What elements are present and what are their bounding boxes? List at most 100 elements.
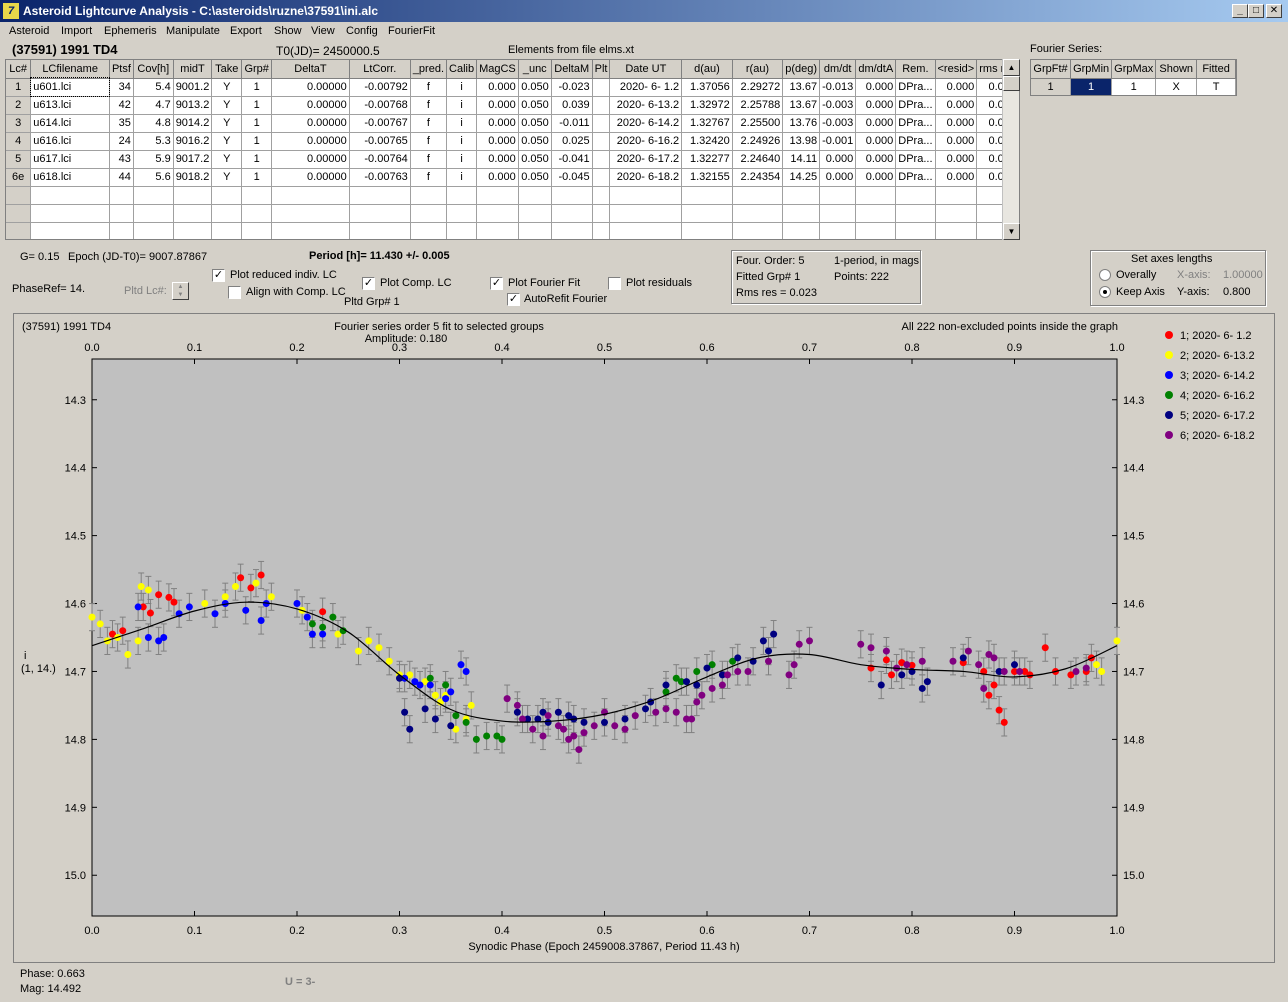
table-cell[interactable] xyxy=(410,204,448,223)
fourier-cell-grpft[interactable]: 1 xyxy=(1031,78,1072,95)
table-cell[interactable] xyxy=(819,204,857,223)
table-cell[interactable]: i xyxy=(446,150,478,169)
table-cell[interactable]: 1 xyxy=(241,96,273,115)
table-cell[interactable] xyxy=(681,204,733,223)
table-cell[interactable] xyxy=(410,222,448,239)
table-cell[interactable]: Y xyxy=(211,168,243,187)
table-cell[interactable] xyxy=(30,204,110,223)
table-cell[interactable]: i xyxy=(446,78,478,97)
table-cell[interactable]: -0.023 xyxy=(551,78,593,97)
row-header-cell[interactable]: 1 xyxy=(6,78,32,97)
table-cell[interactable]: -0.00764 xyxy=(349,150,411,169)
table-cell[interactable] xyxy=(609,204,683,223)
table-cell[interactable]: 1.32420 xyxy=(681,132,733,151)
maximize-button[interactable]: □ xyxy=(1248,4,1264,18)
table-cell[interactable]: 0.000 xyxy=(476,114,519,133)
table-cell[interactable] xyxy=(518,186,552,205)
table-cell[interactable]: u617.lci xyxy=(30,150,110,169)
plot-reduced-checkbox[interactable]: ✓ xyxy=(212,269,225,282)
plot-comp-checkbox[interactable]: ✓ xyxy=(362,277,375,290)
table-cell[interactable]: 5.3 xyxy=(133,132,174,151)
scroll-thumb[interactable] xyxy=(1003,76,1020,91)
lc-col-header[interactable]: DeltaM xyxy=(551,60,593,79)
table-row[interactable] xyxy=(6,186,1019,205)
lc-col-header[interactable]: Take xyxy=(211,60,243,79)
table-cell[interactable]: u601.lci xyxy=(29,77,111,97)
table-cell[interactable]: u614.lci xyxy=(30,114,110,133)
table-cell[interactable]: 0.050 xyxy=(518,132,552,151)
plot-fourier-checkbox[interactable]: ✓ xyxy=(490,277,503,290)
table-cell[interactable] xyxy=(109,186,134,205)
table-row[interactable]: 5 u617.lci 43 5.9 9017.2 Y 1 0.00000 -0.00764 f i 0… xyxy=(6,150,1019,169)
table-cell[interactable] xyxy=(592,132,611,151)
row-header-cell[interactable]: 3 xyxy=(6,114,32,133)
table-cell[interactable]: 42 xyxy=(109,96,134,115)
row-header-cell[interactable]: 2 xyxy=(6,96,32,115)
table-cell[interactable] xyxy=(271,186,350,205)
fourier-cell-grpmax[interactable]: 1 xyxy=(1111,78,1157,95)
table-cell[interactable] xyxy=(271,204,350,223)
table-cell[interactable]: i xyxy=(446,168,478,187)
table-cell[interactable] xyxy=(855,186,897,205)
menu-config[interactable]: Config xyxy=(346,25,378,37)
table-cell[interactable]: 1 xyxy=(241,114,273,133)
table-cell[interactable] xyxy=(446,222,478,239)
table-cell[interactable]: -0.041 xyxy=(551,150,593,169)
table-cell[interactable]: -0.013 xyxy=(819,78,857,97)
table-cell[interactable]: u618.lci xyxy=(30,168,110,187)
table-cell[interactable] xyxy=(935,186,978,205)
table-cell[interactable] xyxy=(782,186,821,205)
table-cell[interactable] xyxy=(173,222,213,239)
table-cell[interactable]: -0.00765 xyxy=(349,132,411,151)
table-cell[interactable]: f xyxy=(410,168,448,187)
table-cell[interactable]: Y xyxy=(211,114,243,133)
menu-import[interactable]: Import xyxy=(61,25,93,37)
lc-col-header[interactable]: MagCS xyxy=(476,60,519,79)
table-scrollbar[interactable]: ▲ ▼ xyxy=(1002,59,1020,240)
table-row[interactable]: 3 u614.lci 35 4.8 9014.2 Y 1 0.00000 -0.00767 f i 0… xyxy=(6,114,1019,133)
table-cell[interactable]: 2.29272 xyxy=(732,78,784,97)
table-cell[interactable] xyxy=(476,222,519,239)
lightcurve-table[interactable]: Lc# LCfilename Ptsf Cov[h] midT Take Grp# Delta… xyxy=(5,59,1020,240)
table-cell[interactable]: 0.00000 xyxy=(271,150,350,169)
table-cell[interactable]: 0.050 xyxy=(518,96,552,115)
table-cell[interactable] xyxy=(551,186,593,205)
table-cell[interactable]: 4.7 xyxy=(133,96,174,115)
table-cell[interactable]: -0.011 xyxy=(551,114,593,133)
table-cell[interactable]: 2020- 6- 1.2 xyxy=(609,78,683,97)
table-cell[interactable]: 0.025 xyxy=(551,132,593,151)
fourier-series-table[interactable]: GrpFt# GrpMin GrpMax Shown Fitted 1 1 1 … xyxy=(1030,59,1237,96)
row-header-cell[interactable] xyxy=(6,222,32,239)
table-cell[interactable]: f xyxy=(410,78,448,97)
table-cell[interactable]: 2020- 6-17.2 xyxy=(609,150,683,169)
table-cell[interactable]: 43 xyxy=(109,150,134,169)
table-cell[interactable]: 2020- 6-13.2 xyxy=(609,96,683,115)
table-cell[interactable]: 1.32972 xyxy=(681,96,733,115)
menu-manipulate[interactable]: Manipulate xyxy=(166,25,220,37)
plot-residuals-checkbox[interactable] xyxy=(608,277,621,290)
lc-col-header[interactable]: d(au) xyxy=(681,60,733,79)
table-row[interactable]: 4 u616.lci 24 5.3 9016.2 Y 1 0.00000 -0.00765 f i 0… xyxy=(6,132,1019,151)
table-cell[interactable]: -0.00768 xyxy=(349,96,411,115)
table-cell[interactable]: 0.000 xyxy=(935,132,978,151)
table-cell[interactable] xyxy=(349,222,411,239)
table-cell[interactable]: -0.045 xyxy=(551,168,593,187)
table-cell[interactable]: i xyxy=(446,96,478,115)
overally-radio[interactable] xyxy=(1099,269,1111,281)
pltd-lc-spinner[interactable]: ▲ ▼ xyxy=(172,282,189,300)
menu-show[interactable]: Show xyxy=(274,25,302,37)
table-cell[interactable] xyxy=(855,204,897,223)
menu-ephemeris[interactable]: Ephemeris xyxy=(104,25,157,37)
table-cell[interactable] xyxy=(173,186,213,205)
table-cell[interactable]: 14.11 xyxy=(782,150,821,169)
table-cell[interactable] xyxy=(349,186,411,205)
table-cell[interactable]: 0.000 xyxy=(476,78,519,97)
lc-col-header[interactable]: r(au) xyxy=(732,60,784,79)
table-cell[interactable] xyxy=(349,204,411,223)
table-cell[interactable]: DPra... xyxy=(895,150,936,169)
lc-col-header[interactable]: Rem. xyxy=(895,60,936,79)
table-cell[interactable] xyxy=(592,114,611,133)
table-cell[interactable] xyxy=(211,222,243,239)
lc-col-header[interactable]: Lc# xyxy=(6,60,32,79)
lc-col-header[interactable]: LtCorr. xyxy=(349,60,411,79)
